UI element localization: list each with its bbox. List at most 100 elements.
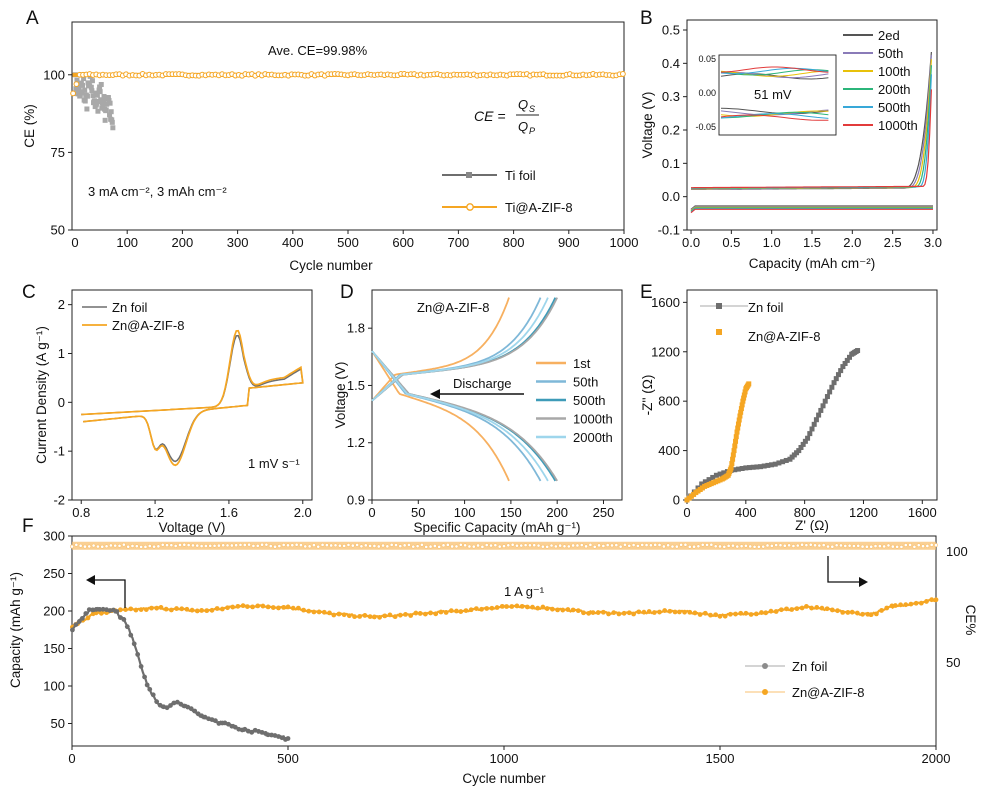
right-arrow-line xyxy=(827,556,860,583)
f-ce-point xyxy=(312,543,316,547)
b-xtick-label: 3.0 xyxy=(924,235,942,250)
f-zn-a-zif-8-point xyxy=(138,607,144,612)
f-ce-point xyxy=(342,543,347,548)
f-ce-point xyxy=(899,544,904,549)
f-zn-a-zif-8-point xyxy=(590,610,596,615)
panel-d: D 0 50 100 150 200 250 0.9 1.2 1.5 1.8 Specific … xyxy=(333,282,623,535)
f-ce-point xyxy=(139,544,144,549)
d-ytick-label: 1.2 xyxy=(347,435,365,450)
f-zn-foil-point xyxy=(76,619,82,624)
panel-f: F 0 500 1000 1500 2000 50 100 150 200 250 300 100… xyxy=(8,516,978,786)
f-ce-point xyxy=(696,544,701,549)
f-ce-point xyxy=(316,544,321,549)
b-xtick-label: 0.5 xyxy=(722,235,740,250)
f-ce-point xyxy=(778,543,783,548)
ti-foil-point xyxy=(76,85,82,91)
f-ce-point xyxy=(679,542,684,547)
f-zn-a-zif-8-point xyxy=(219,606,225,612)
f-ce-point xyxy=(523,543,528,548)
panel-b-curves xyxy=(690,51,933,214)
f-zn-a-zif-8-point xyxy=(489,605,495,611)
f-zn-foil-point xyxy=(97,606,103,612)
f-ce-point xyxy=(363,543,368,548)
ti-foil-point xyxy=(109,117,115,123)
f-zn-a-zif-8-point xyxy=(889,603,895,609)
f-ce-point xyxy=(445,542,450,547)
f-ce-point xyxy=(74,542,79,547)
panel-f-xlabel: Cycle number xyxy=(462,771,546,786)
e-xtick-label: 0 xyxy=(683,505,690,520)
f-zn-a-zif-8-point xyxy=(868,612,874,618)
f-ce-point xyxy=(674,544,679,549)
f-zn-a-zif-8-point xyxy=(860,611,865,617)
f-ce-point xyxy=(229,543,234,548)
f-ce-point xyxy=(212,543,217,548)
f-zn-a-zif-8-point xyxy=(913,600,919,606)
f-ce-point xyxy=(791,544,796,548)
f-zn-a-zif-8-point xyxy=(244,604,250,610)
f-ce-point xyxy=(260,542,264,547)
e-zn-a-zif-8-point xyxy=(740,398,746,404)
e-zn-foil-point xyxy=(802,438,808,444)
f-zn-a-zif-8-point xyxy=(301,607,306,613)
f-ce-point xyxy=(800,542,804,547)
f-ce-point xyxy=(817,543,822,548)
legend-ti-foil-marker xyxy=(466,172,472,178)
ti-foil-point xyxy=(94,92,100,98)
f-ce-point xyxy=(834,543,839,548)
f-ce-point xyxy=(394,543,398,547)
f-zn-a-zif-8-point xyxy=(331,612,337,618)
e-ytick-label: 0 xyxy=(673,493,680,508)
ti-foil-point xyxy=(84,106,90,112)
f-zn-a-zif-8-point xyxy=(616,611,622,617)
f-ce-point xyxy=(882,544,887,549)
f-ce-point xyxy=(324,543,329,547)
ti-foil-point xyxy=(89,78,95,84)
f-ce-point xyxy=(813,543,817,548)
f-zn-a-zif-8-point xyxy=(549,606,555,612)
legend-f-zn-a-zif-8-label: Zn@A-ZIF-8 xyxy=(792,685,864,700)
f-ce-point xyxy=(130,544,135,548)
f-zn-a-zif-8-point xyxy=(281,604,287,610)
d-xtick-label: 200 xyxy=(546,505,568,520)
e-zn-foil-point xyxy=(833,376,839,382)
f-ce-point xyxy=(264,542,269,547)
f-zn-a-zif-8-point xyxy=(763,610,769,616)
f-zn-a-zif-8-point xyxy=(357,614,363,619)
legend-e-zn-foil-marker xyxy=(716,303,722,309)
b-plating-curve-100th xyxy=(690,206,933,212)
f-zn-a-zif-8-point xyxy=(903,602,909,608)
legend-zn-foil-label: Zn foil xyxy=(112,300,148,315)
f-zn-foil-point xyxy=(142,674,147,680)
f-ce-point xyxy=(173,543,178,548)
f-ce-point xyxy=(610,543,614,548)
f-zn-a-zif-8-point xyxy=(879,608,884,613)
f-zn-a-zif-8-point xyxy=(918,600,924,606)
e-zn-a-zif-8-point xyxy=(733,434,739,440)
f-zn-a-zif-8-point xyxy=(128,606,134,612)
d-xtick-label: 50 xyxy=(411,505,425,520)
panel-c-xlabel: Voltage (V) xyxy=(159,520,226,535)
e-zn-foil-point xyxy=(758,464,764,470)
f-zn-a-zif-8-point xyxy=(641,609,647,615)
f-zn-a-zif-8-point xyxy=(443,610,449,615)
f-ce-point xyxy=(480,544,485,549)
d-xtick-label: 250 xyxy=(593,505,615,520)
f-zn-a-zif-8-point xyxy=(514,603,520,609)
f-ce-point xyxy=(830,544,835,549)
f-zn-a-zif-8-point xyxy=(933,597,939,603)
ti-foil-point xyxy=(95,108,101,114)
ti-foil-point xyxy=(98,81,104,87)
f-zn-a-zif-8-point xyxy=(179,606,185,612)
f-zn-foil-point xyxy=(121,617,127,622)
f-zn-a-zif-8-point xyxy=(924,599,929,604)
f-ce-point xyxy=(618,544,623,549)
f-zn-a-zif-8-point xyxy=(854,610,860,616)
a-xtick-label: 200 xyxy=(172,235,194,250)
ti-foil-point xyxy=(106,98,112,104)
ti-foil-point xyxy=(85,80,91,86)
f-zn-foil-point xyxy=(175,699,180,705)
b-xtick-label: 2.0 xyxy=(843,235,861,250)
e-zn-foil-point xyxy=(735,466,741,472)
f-zn-foil-line xyxy=(71,606,289,741)
